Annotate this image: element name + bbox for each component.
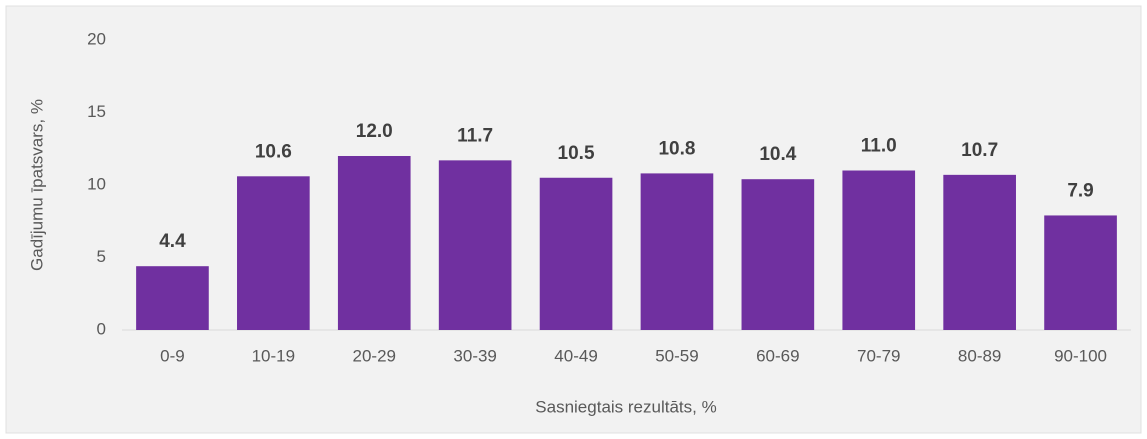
x-tick-label: 50-59 <box>655 346 698 365</box>
y-axis-title: Gadījumu īpatsvars, % <box>27 99 46 271</box>
data-label: 12.0 <box>356 121 393 142</box>
x-tick-label: 40-49 <box>554 346 597 365</box>
y-tick-label: 5 <box>97 247 106 266</box>
bar <box>438 160 512 330</box>
bar <box>337 156 411 330</box>
x-tick-label: 10-19 <box>252 346 295 365</box>
x-tick-label: 30-39 <box>453 346 496 365</box>
y-tick-label: 20 <box>87 29 106 48</box>
x-tick-label: 80-89 <box>958 346 1001 365</box>
y-tick-label: 10 <box>87 174 106 193</box>
y-tick-label: 0 <box>97 319 106 338</box>
x-tick-label: 90-100 <box>1054 346 1107 365</box>
bar <box>741 179 815 330</box>
data-label: 7.9 <box>1067 180 1093 201</box>
x-tick-label: 70-79 <box>857 346 900 365</box>
y-tick-label: 15 <box>87 102 106 121</box>
data-label: 10.5 <box>558 143 595 164</box>
data-label: 11.7 <box>457 125 493 146</box>
data-label: 4.4 <box>159 231 186 252</box>
bar <box>640 173 714 330</box>
data-label: 10.6 <box>255 141 292 162</box>
bar <box>943 174 1016 330</box>
x-axis-title: Sasniegtais rezultāts, % <box>535 397 716 416</box>
bar <box>539 177 613 330</box>
data-label: 10.4 <box>759 144 796 165</box>
x-tick-label: 20-29 <box>353 346 396 365</box>
bar <box>842 170 916 330</box>
data-label: 10.8 <box>658 138 695 159</box>
x-tick-label: 0-9 <box>160 346 185 365</box>
bar <box>237 176 310 330</box>
x-tick-label: 60-69 <box>756 346 799 365</box>
bar <box>1044 215 1117 330</box>
bar <box>136 266 209 330</box>
data-label: 11.0 <box>861 136 897 157</box>
data-label: 10.7 <box>961 140 998 161</box>
